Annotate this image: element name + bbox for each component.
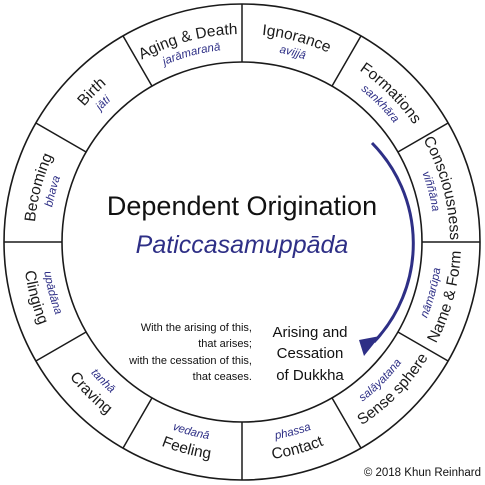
segment-dividers [4,4,480,480]
arising-note: With the arising of this, that arises; w… [128,322,252,383]
note-line-2: that arises; [198,338,252,350]
cycle-label-line-1: Arising and [272,324,347,341]
segment-divider [35,122,87,153]
note-line-1: With the arising of this, [141,322,252,334]
segment-divider [397,122,449,153]
diagram-title: Dependent Origination [107,191,377,221]
diagram-subtitle: Paticcasamuppāda [136,231,349,259]
segment-divider [122,397,153,449]
note-line-4: that ceases. [193,371,252,383]
cycle-arrowhead [359,336,380,356]
note-line-3: with the cessation of this, [128,355,252,367]
cycle-label: Arising and Cessation of Dukkha [272,324,347,384]
segment-divider [122,35,153,87]
segment-divider [331,397,362,449]
cycle-label-line-3: of Dukkha [276,367,344,384]
copyright-text: © 2018 Khun Reinhard [364,467,481,479]
cycle-label-line-2: Cessation [277,345,344,362]
cycle-arrow [370,141,415,344]
segment-divider [35,331,87,362]
segment-divider [331,35,362,87]
segment-divider [397,331,449,362]
